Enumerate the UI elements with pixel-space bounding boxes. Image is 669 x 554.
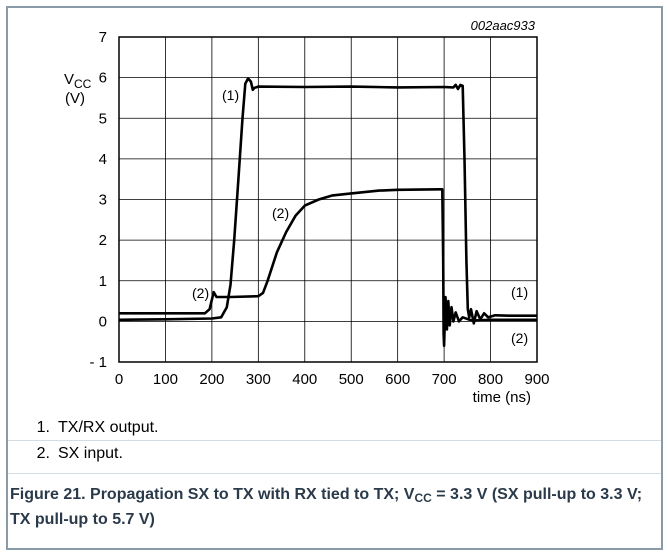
chart-svg: 0 100 200 300 400 500 600 700 800 900- 101234567 …	[64, 18, 550, 406]
series-2-label-mid: (2)	[272, 205, 289, 221]
note-divider	[8, 440, 661, 441]
x-tick-label: 0	[115, 371, 123, 388]
y-tick-label: 6	[99, 70, 107, 87]
figure-caption: Figure 21. Propagation SX to TX with RX …	[10, 486, 643, 528]
x-tick-label: 100	[153, 371, 178, 388]
note-divider	[8, 473, 661, 474]
y-tick-label: 1	[99, 273, 107, 290]
series-2-label-low: (2)	[192, 285, 209, 301]
tick-labels: 0 100 200 300 400 500 600 700 800 900 - 1 0 1 2 3 4 5 6 7	[89, 29, 549, 388]
x-tick-label: 200	[199, 371, 224, 388]
plot-border	[118, 36, 538, 363]
series-2-label-right: (2)	[511, 330, 528, 346]
note-item: 1. TX/RX output.	[26, 415, 159, 441]
figure-notes: 1. TX/RX output. 2. SX input.	[26, 415, 159, 467]
series-line-1	[118, 77, 537, 325]
y-tick-label: 5	[99, 110, 107, 127]
y-tick-label: 3	[99, 192, 107, 209]
note-item: 2. SX input.	[26, 441, 159, 467]
y-tick-label: 0	[99, 313, 107, 330]
series-lines	[118, 77, 537, 348]
x-tick-label: 400	[292, 371, 317, 388]
note-text: TX/RX output.	[58, 419, 159, 436]
x-tick-label: 500	[339, 371, 364, 388]
x-tick-label: 300	[246, 371, 271, 388]
x-tick-label: 900	[524, 371, 549, 388]
note-text: SX input.	[58, 445, 123, 462]
y-axis-unit: (V)	[65, 90, 85, 107]
x-tick-label: 600	[385, 371, 410, 388]
note-number: 1.	[36, 419, 50, 436]
x-axis-label: time (ns)	[473, 389, 531, 406]
y-tick-label: 2	[99, 232, 107, 249]
y-axis-label: VCC	[64, 71, 92, 91]
note-number: 2.	[36, 445, 50, 462]
y-tick-label: 7	[99, 29, 107, 46]
series-1-label-top: (1)	[222, 87, 239, 103]
chart-code-label: 002aac933	[471, 18, 536, 33]
series-1-label-right: (1)	[511, 284, 528, 300]
y-tick-label: 4	[99, 151, 107, 168]
figure-frame	[6, 6, 663, 550]
x-tick-label: 700	[432, 371, 457, 388]
x-tick-label: 800	[478, 371, 503, 388]
y-tick-label: - 1	[89, 354, 107, 371]
series-line-2	[119, 188, 537, 348]
